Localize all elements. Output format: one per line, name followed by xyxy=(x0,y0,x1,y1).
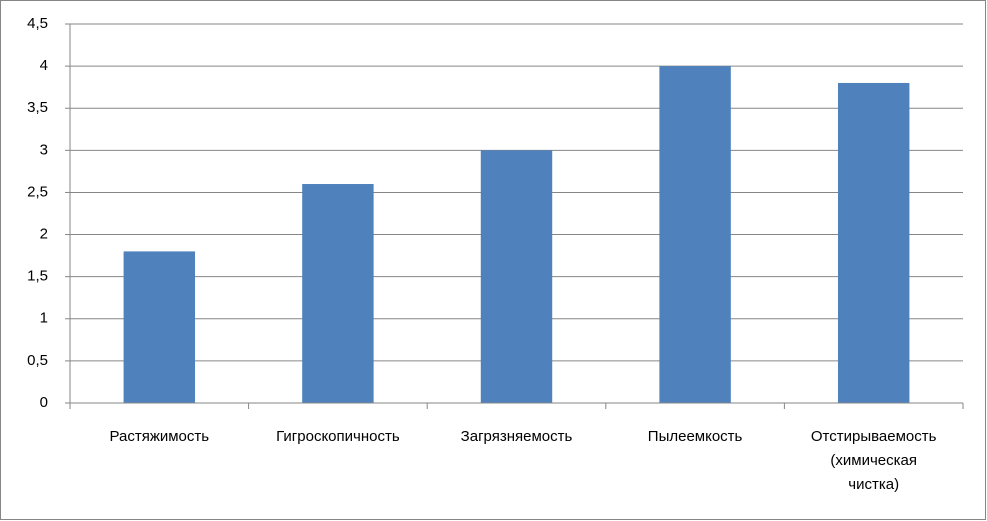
x-tick-label: Загрязняемость xyxy=(460,428,573,445)
x-tick-label: Пылеемкость xyxy=(647,428,743,445)
bar xyxy=(302,184,374,403)
y-tick-label: 0 xyxy=(40,394,48,411)
bar xyxy=(837,82,910,403)
y-tick-label: 1,5 xyxy=(27,268,48,285)
y-tick-label: 2 xyxy=(40,226,48,243)
bar xyxy=(659,66,731,403)
y-tick-label: 2,5 xyxy=(27,183,48,200)
y-tick-label: 4 xyxy=(40,57,48,74)
y-tick-label: 0,5 xyxy=(27,352,48,369)
y-tick-label: 1 xyxy=(40,310,48,327)
y-tick-label: 3,5 xyxy=(27,99,48,116)
x-tick-label: Отстирываемость (химическая чистка) xyxy=(810,428,937,493)
y-tick-label: 4,5 xyxy=(27,15,48,32)
bar xyxy=(123,251,196,403)
x-tick-label: Растяжимость xyxy=(109,428,210,445)
x-tick-label: Гигроскопичность xyxy=(276,428,400,445)
bar xyxy=(480,150,553,403)
y-tick-label: 3 xyxy=(40,141,48,158)
